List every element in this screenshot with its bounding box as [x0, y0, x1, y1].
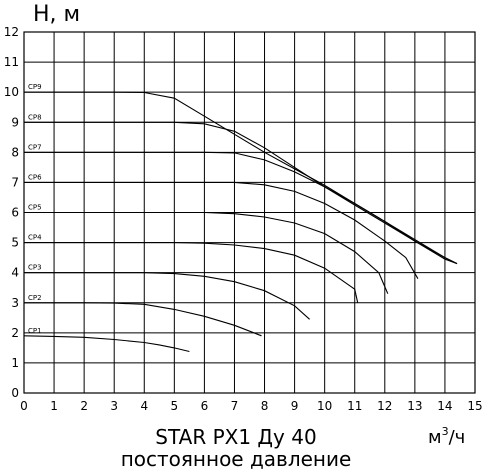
- curve-cp1: [23, 335, 190, 353]
- x-tick-label-6: 6: [201, 399, 209, 413]
- curve-cp8: [24, 121, 458, 265]
- y-tick-label-2: 2: [11, 326, 19, 340]
- curve-label-cp3: CP3: [28, 264, 42, 272]
- y-tick-label-12: 12: [4, 25, 19, 39]
- x-tick-label-3: 3: [110, 399, 118, 413]
- y-tick-label-7: 7: [11, 175, 19, 189]
- x-axis-unit-tail: /ч: [449, 427, 466, 448]
- curves: [23, 91, 458, 353]
- y-axis-title: H, м: [33, 2, 80, 27]
- curve-label-cp5: CP5: [28, 204, 42, 212]
- curve-label-cp1: CP1: [28, 327, 42, 335]
- x-tick-label-9: 9: [291, 399, 299, 413]
- y-tick-label-3: 3: [11, 296, 19, 310]
- x-tick-label-15: 15: [467, 399, 482, 413]
- y-tick-label-1: 1: [11, 356, 19, 370]
- y-tick-label-9: 9: [11, 115, 19, 129]
- x-tick-label-0: 0: [20, 399, 28, 413]
- y-tick-label-8: 8: [11, 145, 19, 159]
- x-axis-unit: м3/ч: [428, 425, 465, 448]
- x-tick-label-8: 8: [261, 399, 269, 413]
- curve-label-cp8: CP8: [28, 113, 42, 121]
- curve-label-cp6: CP6: [28, 173, 42, 181]
- chart-caption-mode: постоянное давление: [121, 447, 352, 471]
- curve-cp3: [24, 272, 310, 320]
- curve-cp2: [24, 302, 262, 337]
- curve-cp5: [24, 211, 389, 294]
- x-tick-label-14: 14: [437, 399, 452, 413]
- x-tick-label-2: 2: [80, 399, 88, 413]
- y-tick-label-10: 10: [4, 85, 19, 99]
- x-tick-label-11: 11: [347, 399, 362, 413]
- curve-label-cp7: CP7: [28, 143, 42, 151]
- x-tick-label-13: 13: [407, 399, 422, 413]
- curve-cp9: [24, 91, 458, 265]
- x-axis-unit-base: м: [428, 427, 442, 448]
- x-tick-label-1: 1: [50, 399, 58, 413]
- curve-label-cp2: CP2: [28, 294, 42, 302]
- y-tick-label-5: 5: [11, 236, 19, 250]
- x-tick-label-7: 7: [231, 399, 239, 413]
- chart-caption-model: STAR PX1 Ду 40: [155, 425, 316, 449]
- curve-cp4: [24, 242, 359, 303]
- grid: [23, 31, 476, 394]
- curve-labels: CP1 CP2 CP3 CP4 CP5 CP6 CP7 CP8 CP9: [28, 83, 42, 335]
- y-tick-label-11: 11: [4, 55, 19, 69]
- x-tick-label-12: 12: [377, 399, 392, 413]
- x-tick-label-5: 5: [171, 399, 179, 413]
- x-axis-unit-sup: 3: [442, 425, 449, 438]
- curve-label-cp9: CP9: [28, 83, 42, 91]
- curve-cp6: [24, 181, 419, 279]
- y-tick-label-0: 0: [11, 386, 19, 400]
- y-tick-label-6: 6: [11, 206, 19, 220]
- x-tick-label-10: 10: [317, 399, 332, 413]
- x-tick-label-4: 4: [140, 399, 148, 413]
- y-tick-label-4: 4: [11, 266, 19, 280]
- curve-label-cp4: CP4: [28, 234, 42, 242]
